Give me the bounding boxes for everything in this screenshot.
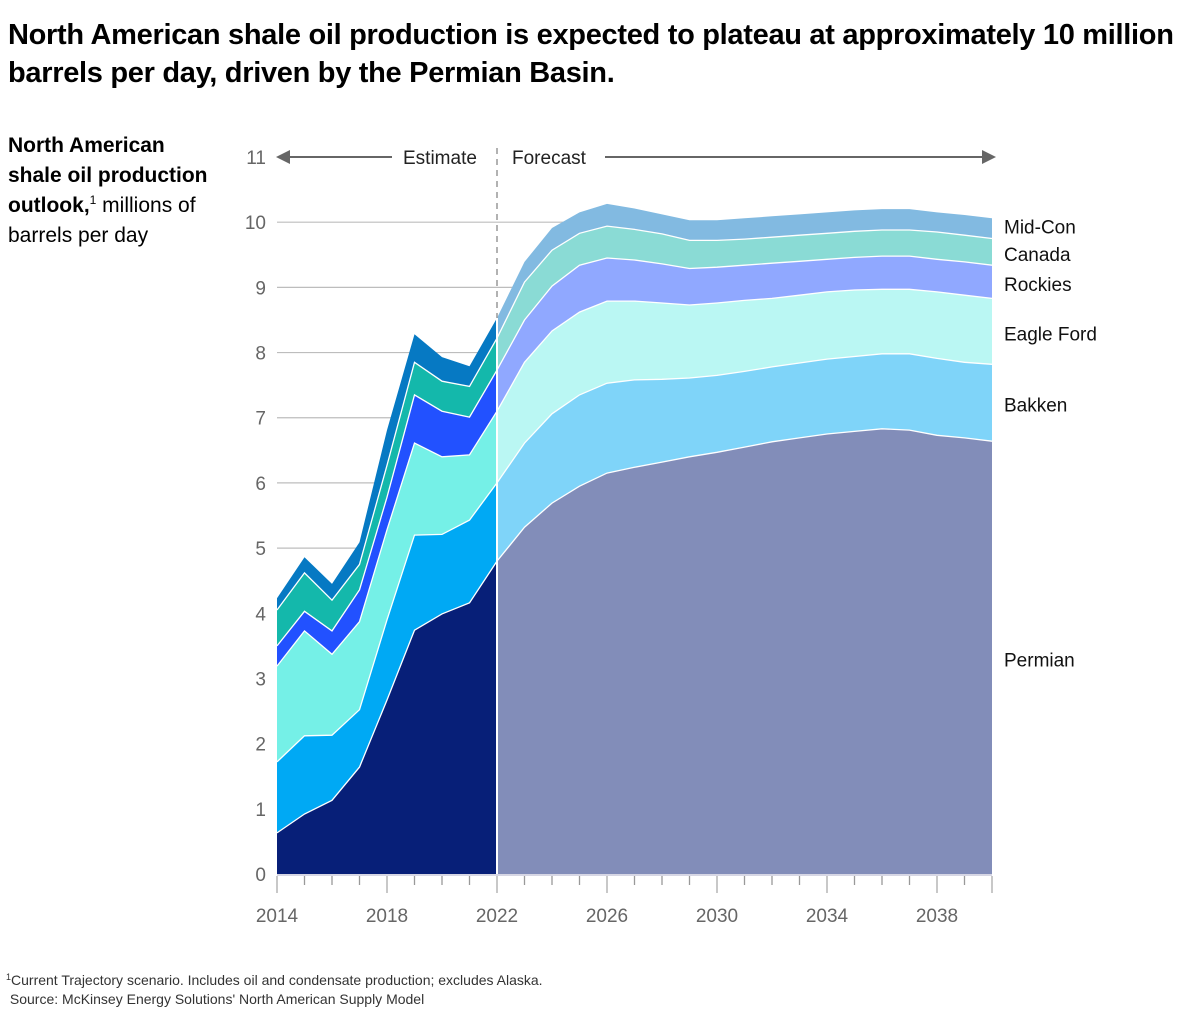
x-tick-label: 2030 xyxy=(696,906,738,927)
y-tick-label: 4 xyxy=(255,604,266,625)
series-label-bakken: Bakken xyxy=(1004,396,1067,417)
x-tick-label: 2034 xyxy=(806,906,849,927)
boundary-permian xyxy=(276,428,993,834)
forecast-arrow-head-icon xyxy=(982,150,996,164)
estimate-label: Estimate xyxy=(403,148,477,169)
area-eagle-ford-estimate xyxy=(277,411,497,762)
area-canada-estimate xyxy=(277,338,497,646)
y-tick-label: 2 xyxy=(255,735,266,756)
estimate-arrow-head-icon xyxy=(276,150,290,164)
boundary-rockies xyxy=(276,255,993,647)
area-eagle-ford-forecast xyxy=(497,289,992,483)
y-tick-label: 0 xyxy=(255,865,266,886)
footnote-marker: 1 xyxy=(89,193,97,207)
source-body: Source: McKinsey Energy Solutions' North… xyxy=(9,991,425,1007)
area-rockies-estimate xyxy=(277,370,497,667)
y-tick-label: 9 xyxy=(255,278,266,299)
series-label-rockies: Rockies xyxy=(1004,275,1072,296)
y-axis-title: North American shale oil production outl… xyxy=(8,131,213,251)
area-rockies-forecast xyxy=(497,256,992,412)
y-axis-title-bold: North American shale oil production outl… xyxy=(8,134,208,217)
area-canada-forecast xyxy=(497,226,992,371)
boundary-canada xyxy=(276,225,993,611)
y-tick-label: 3 xyxy=(255,669,266,690)
forecast-label: Forecast xyxy=(512,148,587,169)
series-label-eagle-ford: Eagle Ford xyxy=(1004,324,1097,345)
y-tick-label: 8 xyxy=(255,344,266,365)
series-label-mid-con: Mid-Con xyxy=(1004,217,1076,238)
area-permian-estimate xyxy=(277,561,497,874)
area-permian-forecast xyxy=(497,428,992,874)
footnote-text: 1Current Trajectory scenario. Includes o… xyxy=(6,971,543,990)
footnote-body: Current Trajectory scenario. Includes oi… xyxy=(11,972,543,988)
x-tick-label: 2022 xyxy=(476,906,518,927)
x-tick-label: 2018 xyxy=(366,906,408,927)
footnote: 1Current Trajectory scenario. Includes o… xyxy=(6,971,543,1009)
x-tick-label: 2026 xyxy=(586,906,628,927)
y-tick-label: 6 xyxy=(255,474,266,495)
area-bakken-estimate xyxy=(277,482,497,833)
y-tick-label: 7 xyxy=(255,409,266,430)
y-tick-label: 5 xyxy=(255,539,266,560)
y-tick-label: 1 xyxy=(255,800,266,821)
series-labels: Permian Bakken Eagle Ford Rockies Canada Mid-… xyxy=(1004,217,1097,671)
series-label-canada: Canada xyxy=(1004,245,1071,266)
x-axis: 2014 2018 2022 2026 2030 2034 2038 xyxy=(256,874,993,927)
area-mid-con-forecast xyxy=(497,203,992,339)
area-bakken-forecast xyxy=(497,353,992,562)
y-tick-label: 11 xyxy=(246,148,266,169)
y-axis: 0 1 2 3 4 5 6 7 8 9 10 11 xyxy=(245,148,267,886)
series-label-permian: Permian xyxy=(1004,651,1075,672)
boundary-bakken xyxy=(276,353,993,763)
x-tick-label: 2038 xyxy=(916,906,958,927)
source-text: Source: McKinsey Energy Solutions' North… xyxy=(6,990,543,1009)
area-layers xyxy=(276,203,993,874)
footnote-marker: 1 xyxy=(6,972,12,982)
boundary-eagle-ford xyxy=(276,288,993,667)
y-tick-label: 10 xyxy=(245,213,266,234)
period-annotation: Estimate Forecast xyxy=(276,148,996,169)
y-axis-title-units: millions of barrels per day xyxy=(8,194,196,247)
x-tick-label: 2014 xyxy=(256,906,299,927)
chart-headline: North American shale oil production is e… xyxy=(8,19,1174,89)
